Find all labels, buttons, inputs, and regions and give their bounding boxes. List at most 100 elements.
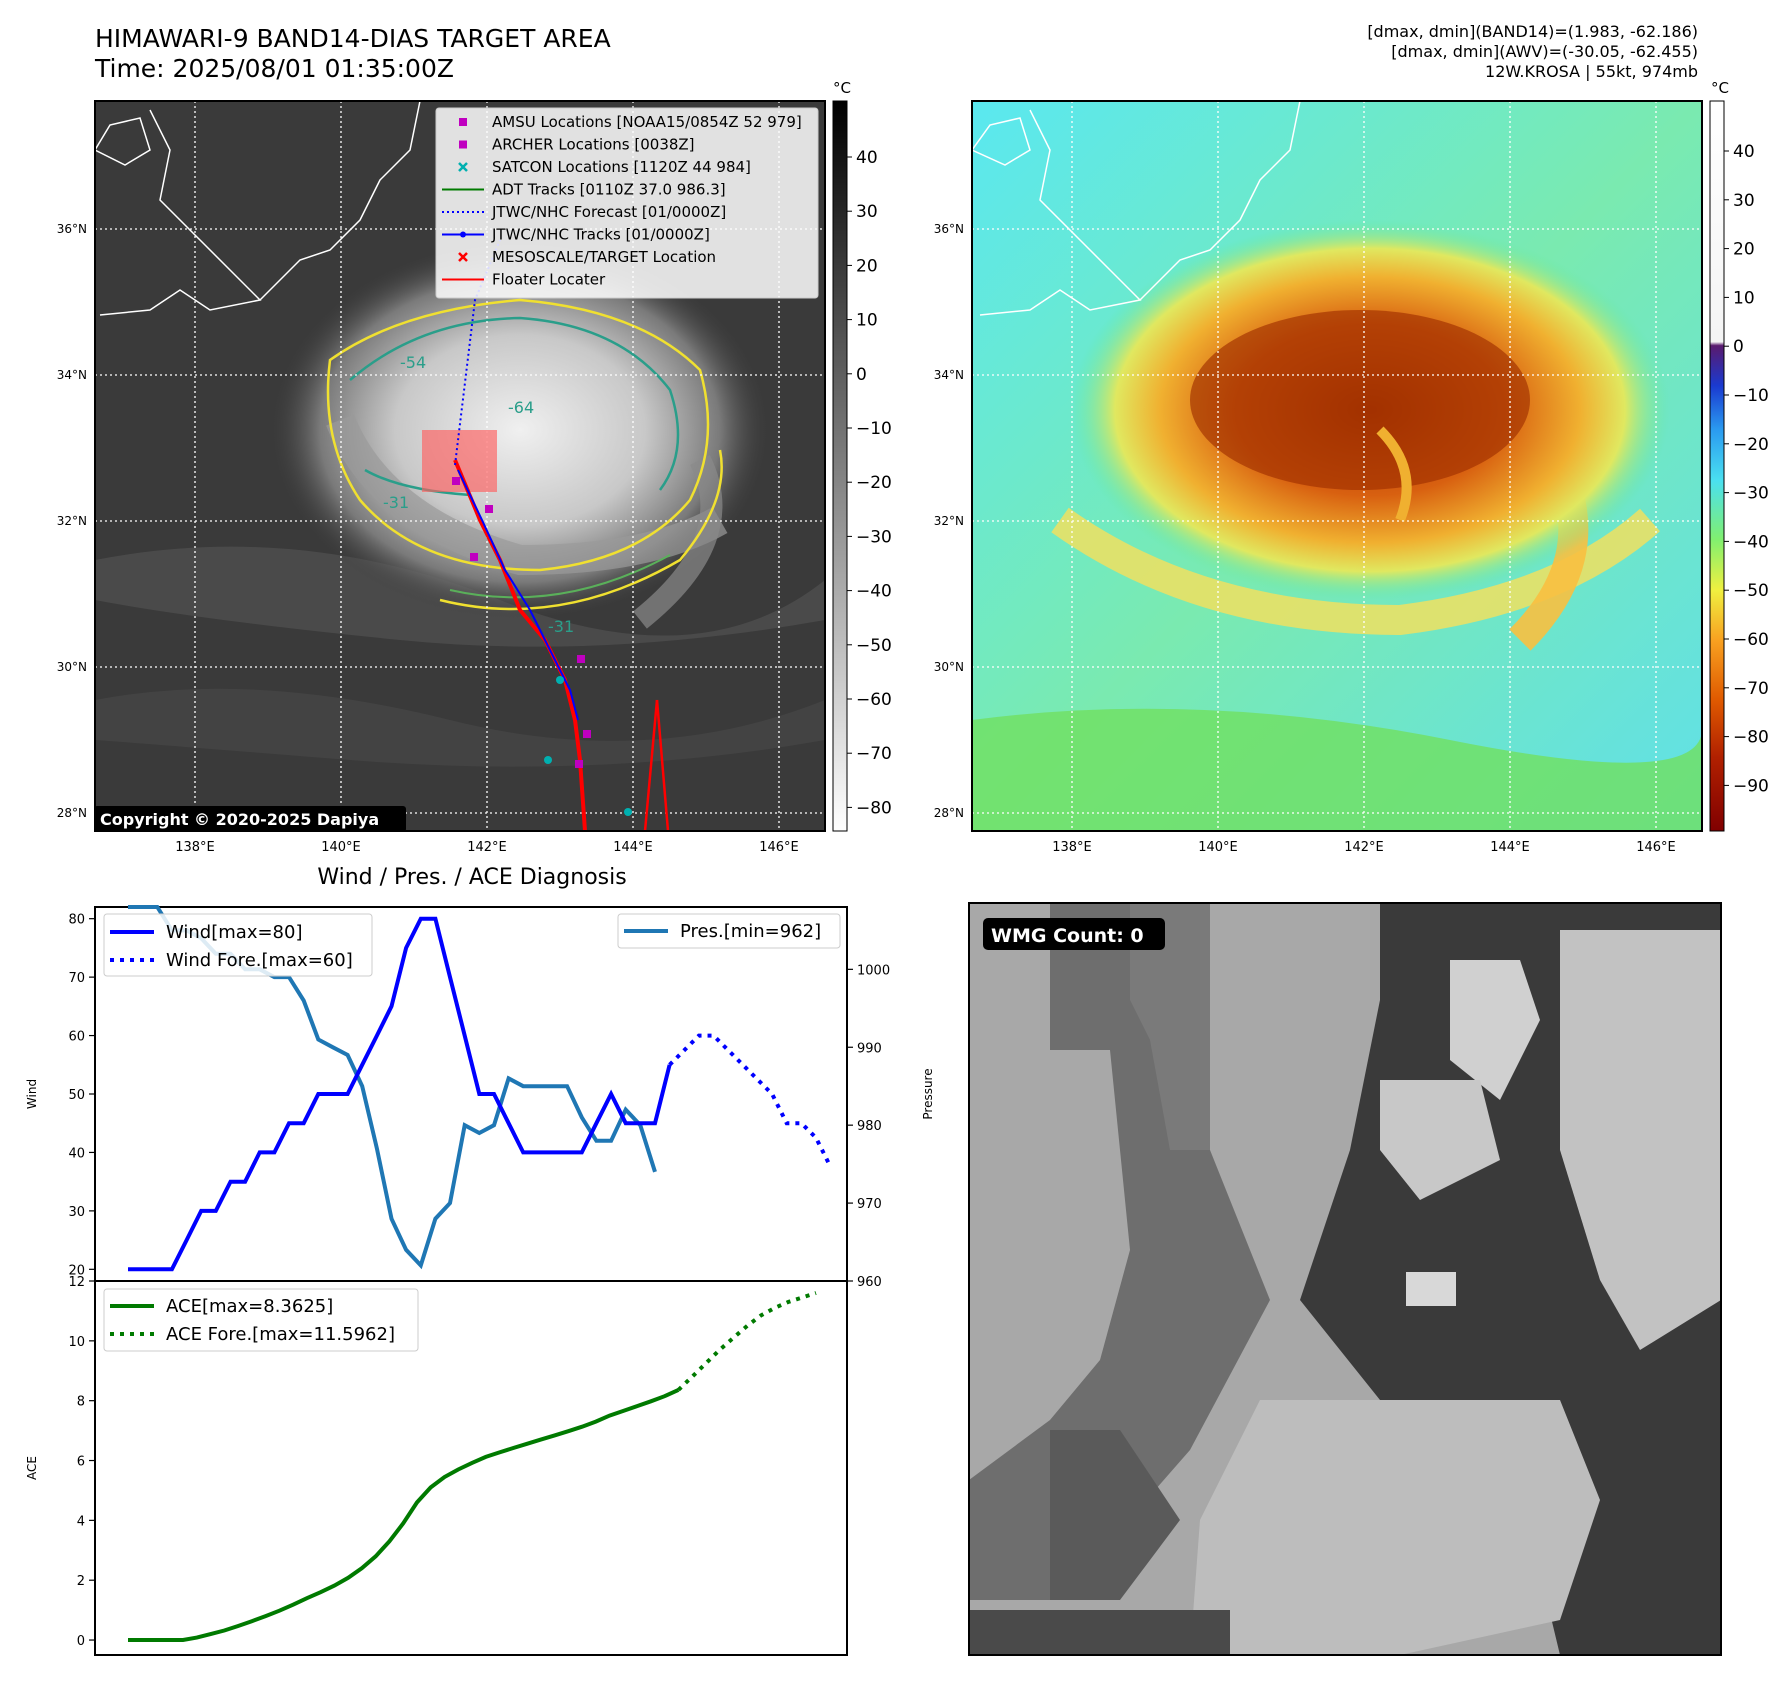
legend-marker-1 — [459, 140, 467, 149]
lat-label: 28°N — [57, 806, 87, 820]
copyright-text: Copyright © 2020-2025 Dapiya — [100, 810, 379, 829]
ace-forecast-line — [677, 1291, 817, 1392]
legend-marker-0 — [459, 118, 467, 126]
storm-info: [dmax, dmin](BAND14)=(1.983, -62.186) [d… — [1367, 22, 1698, 82]
pres-legend: Pres.[min=962] — [617, 913, 841, 949]
colorbar-tick: −20 — [1733, 435, 1769, 455]
legend-label-0: AMSU Locations [NOAA15/0854Z 52 979] — [492, 113, 802, 131]
legend-marker-6 — [458, 252, 468, 262]
colorbar-tick: 30 — [856, 202, 878, 222]
contour-label-c: -31 — [383, 493, 409, 512]
axis-tick: 6 — [77, 1455, 85, 1470]
lat-label: 34°N — [934, 368, 964, 382]
colorbar-tick: 0 — [856, 365, 867, 385]
wv-colorbar: °C 40 30 20 10 0 −10 −20 −30 −40 −50 −60 −70 −80 −90 — [1709, 79, 1769, 832]
legend-label-6: MESOSCALE/TARGET Location — [492, 248, 716, 266]
axis-tick: 20 — [68, 1263, 85, 1278]
axis-tick: 40 — [68, 1146, 85, 1161]
axis-tick: 980 — [857, 1119, 882, 1134]
legend-label-7: Floater Locater — [492, 271, 606, 289]
axis-tick: 1000 — [857, 963, 890, 978]
axis-tick: 8 — [77, 1395, 85, 1410]
wmg-count: WMG Count: 0 — [991, 925, 1144, 947]
ace-legend: ACE[max=8.3625] ACE Fore.[max=11.5962] — [103, 1288, 419, 1352]
legend-label-1: ARCHER Locations [0038Z] — [492, 136, 695, 154]
ace-plot: 0 2 4 6 8 10 12 ACE ACE[max=8.3625] ACE Fore.[… — [25, 1275, 848, 1656]
ir-colorbar: °C 40 30 20 10 0 −10 −20 −30 −40 −50 −60 −70 −80 — [832, 79, 892, 832]
contour-label-d: -31 — [548, 617, 574, 636]
colorbar-tick: 30 — [1733, 191, 1755, 211]
wv-colorbar-unit: °C — [1711, 79, 1729, 97]
jtwc-track — [457, 469, 579, 721]
colorbar-tick: 20 — [856, 256, 878, 276]
legend-marker-2 — [458, 162, 468, 172]
legend-label-2: SATCON Locations [1120Z 44 984] — [492, 158, 751, 176]
colorbar-tick: −90 — [1733, 776, 1769, 796]
lat-label: 32°N — [934, 514, 964, 528]
lon-label: 138°E — [1052, 840, 1092, 855]
axis-tick: 80 — [68, 913, 85, 928]
legend-ace-fore: ACE Fore.[max=11.5962] — [166, 1324, 395, 1345]
ace-line — [128, 1388, 680, 1642]
lon-label: 140°E — [1198, 840, 1238, 855]
colorbar-tick: −50 — [856, 636, 892, 656]
colorbar-tick: 10 — [856, 311, 878, 331]
axis-tick: 970 — [857, 1197, 882, 1212]
lat-label: 30°N — [934, 660, 964, 674]
wind-pressure-plot: 20 30 40 50 60 70 80 960 970 980 990 1000 Wind Pre… — [25, 905, 935, 1290]
colorbar-tick: 40 — [856, 148, 878, 168]
colorbar-tick: −10 — [856, 419, 892, 439]
axis-tick: 960 — [857, 1275, 882, 1290]
wind-line — [128, 916, 672, 1272]
lon-label: 140°E — [321, 840, 361, 855]
ace-ylabel: ACE — [25, 1456, 39, 1480]
lon-label: 146°E — [1636, 840, 1676, 855]
wind-ylabel: Wind — [25, 1079, 39, 1109]
lat-label: 34°N — [57, 368, 87, 382]
colorbar-tick: −40 — [856, 582, 892, 602]
wmg-panel: WMG Count: 0 — [968, 902, 1722, 1656]
lat-label: 36°N — [934, 222, 964, 236]
lat-label: 28°N — [934, 806, 964, 820]
axis-tick: 2 — [77, 1574, 85, 1589]
jtwc-forecast — [454, 239, 501, 466]
ir-coastline — [95, 109, 262, 316]
axis-tick: 70 — [68, 971, 85, 986]
colorbar-tick: −80 — [1733, 728, 1769, 748]
lat-label: 36°N — [57, 222, 87, 236]
contour-label-a: -54 — [400, 353, 426, 372]
legend-ace: ACE[max=8.3625] — [166, 1296, 333, 1317]
lat-label: 32°N — [57, 514, 87, 528]
colorbar-tick: −70 — [856, 744, 892, 764]
axis-tick: 12 — [68, 1275, 85, 1290]
lat-label: 30°N — [57, 660, 87, 674]
legend-label-4: JTWC/NHC Forecast [01/0000Z] — [491, 203, 726, 221]
axis-tick: 10 — [68, 1335, 85, 1350]
lon-label: 138°E — [175, 840, 215, 855]
awv-range: [dmax, dmin](AWV)=(-30.05, -62.455) — [1391, 42, 1698, 61]
figure-title: HIMAWARI-9 BAND14-DIAS TARGET AREA Time:… — [95, 24, 611, 83]
axis-tick: 4 — [77, 1514, 85, 1529]
contour-label-b: -64 — [508, 398, 534, 417]
colorbar-tick: 40 — [1733, 142, 1755, 162]
legend-label-3: ADT Tracks [0110Z 37.0 986.3] — [492, 181, 726, 199]
storm-summary: 12W.KROSA | 55kt, 974mb — [1485, 62, 1698, 81]
legend-wind: Wind[max=80] — [166, 922, 303, 943]
wv-coastline — [972, 109, 1142, 316]
legend-wind-fore: Wind Fore.[max=60] — [166, 950, 353, 971]
colorbar-tick: 20 — [1733, 240, 1755, 260]
axis-tick: 30 — [68, 1205, 85, 1220]
lon-label: 142°E — [467, 840, 507, 855]
axis-tick: 0 — [77, 1634, 85, 1649]
legend-marker-5 — [442, 231, 484, 238]
colorbar-tick: −20 — [856, 473, 892, 493]
colorbar-tick: 10 — [1733, 288, 1755, 308]
ir-colorbar-unit: °C — [833, 79, 851, 97]
lon-label: 146°E — [759, 840, 799, 855]
diagnosis-title: Wind / Pres. / ACE Diagnosis — [317, 865, 626, 890]
lon-label: 142°E — [1344, 840, 1384, 855]
colorbar-tick: −30 — [1733, 484, 1769, 504]
copyright-badge: Copyright © 2020-2025 Dapiya — [94, 806, 406, 832]
colorbar-tick: −10 — [1733, 386, 1769, 406]
